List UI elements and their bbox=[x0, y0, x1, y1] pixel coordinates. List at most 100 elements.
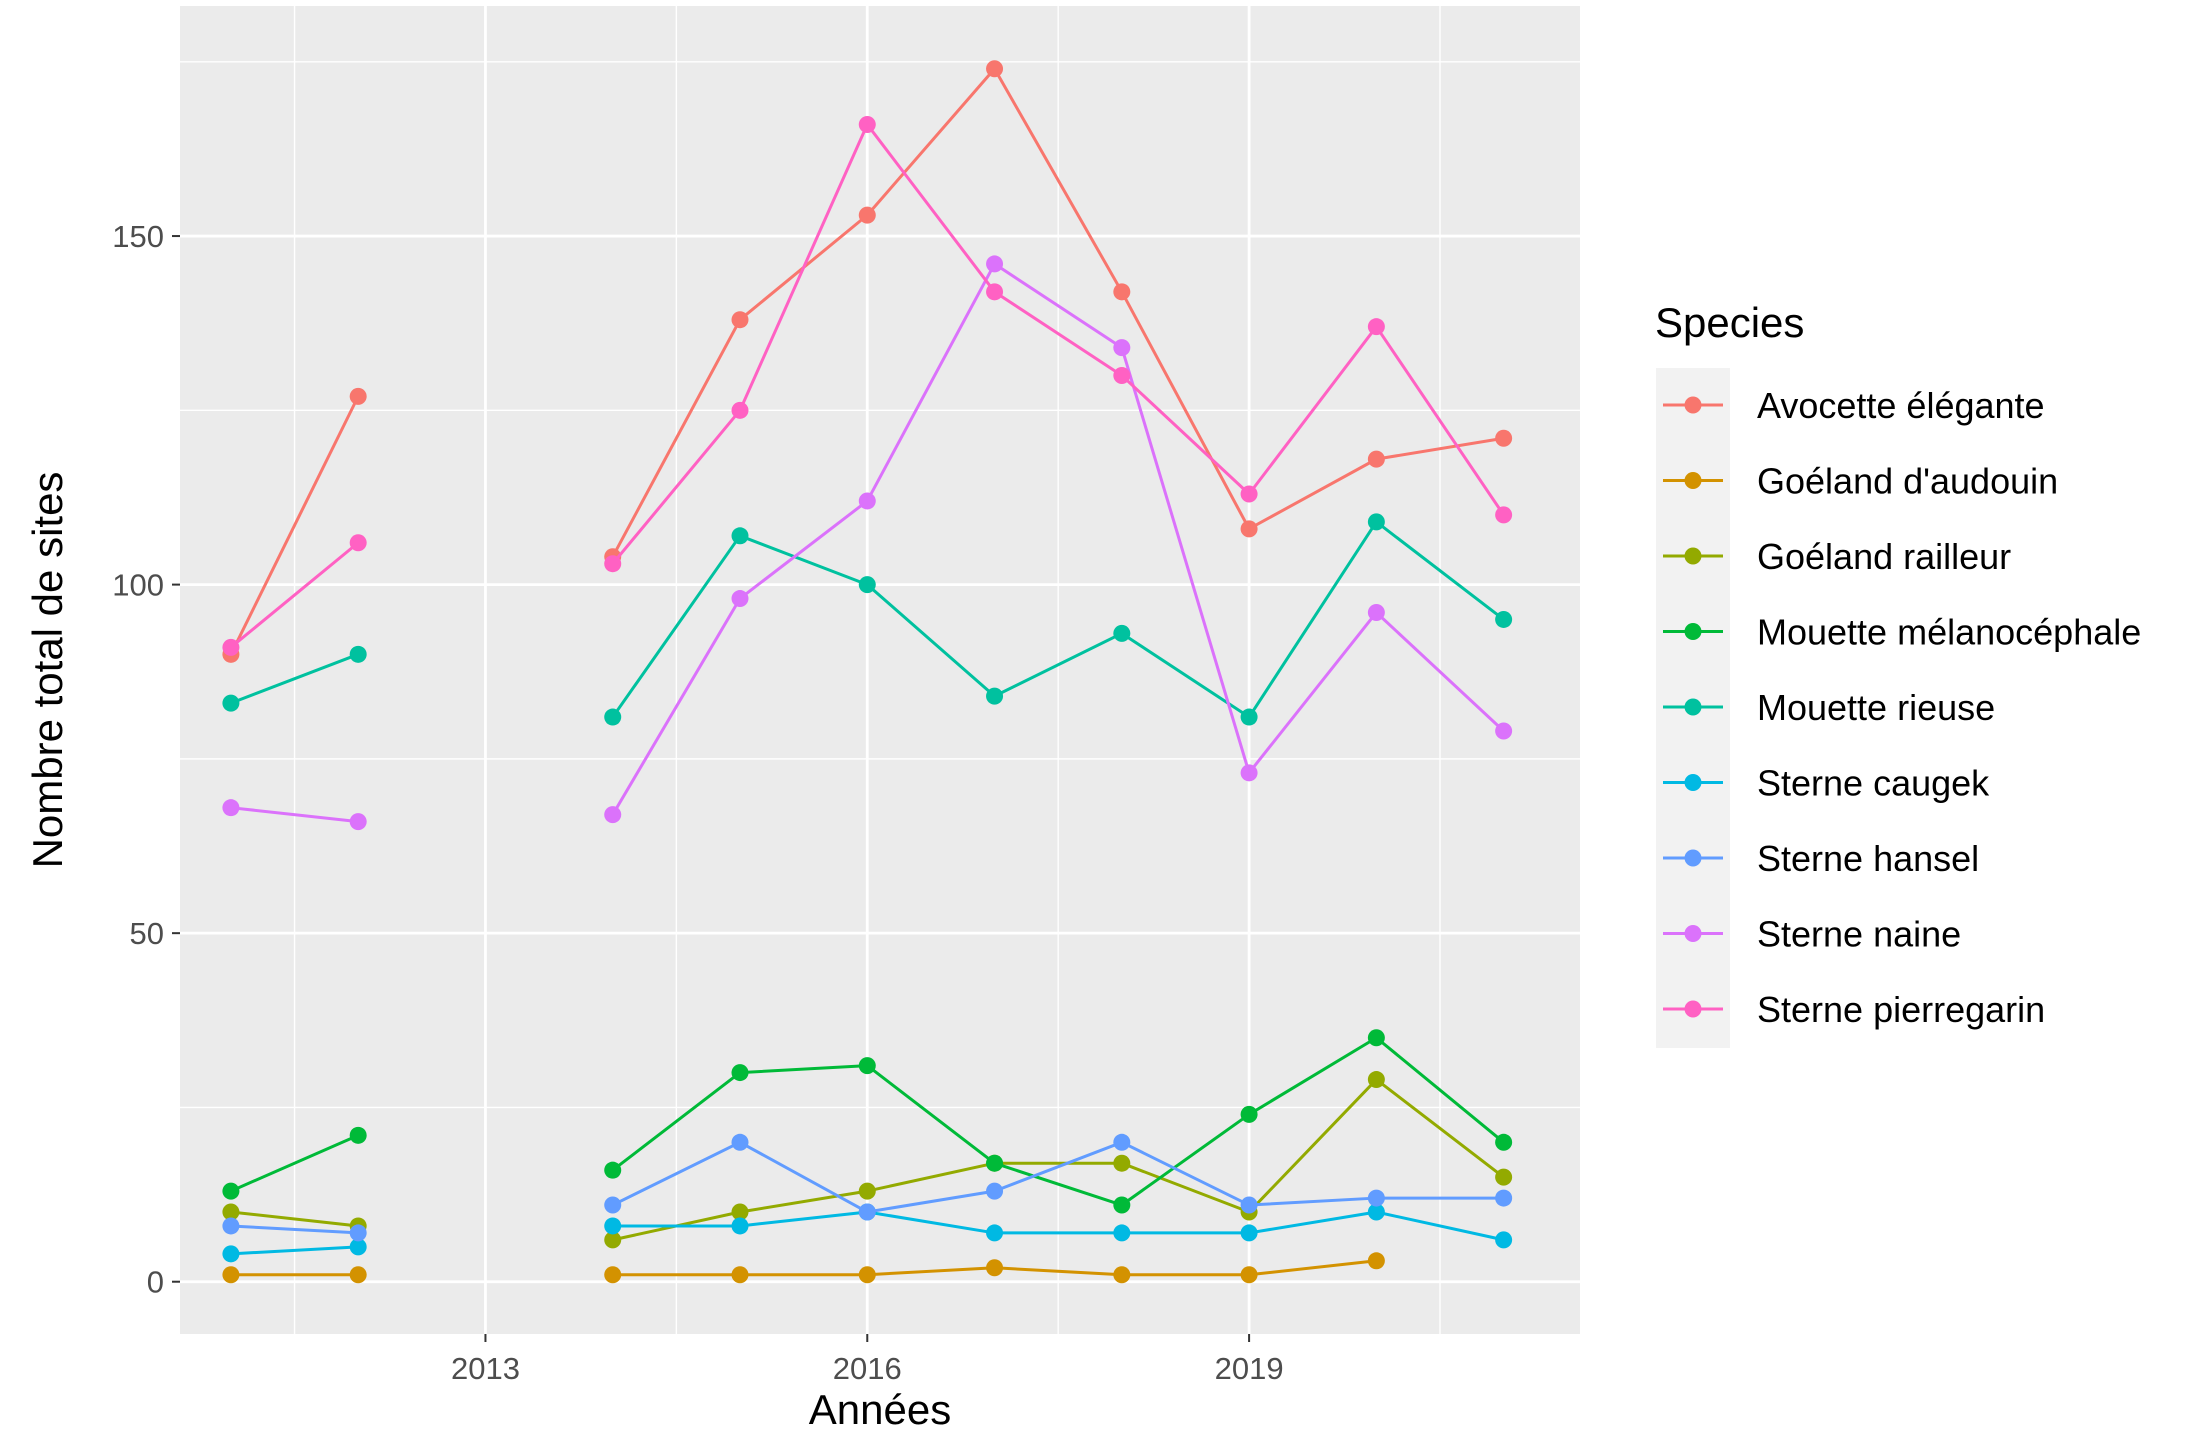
data-point bbox=[1113, 339, 1131, 357]
data-point bbox=[1240, 1105, 1258, 1123]
data-point bbox=[1495, 1189, 1513, 1207]
data-point bbox=[731, 1266, 749, 1284]
data-point bbox=[222, 638, 240, 656]
y-axis-title: Nombre total de sites bbox=[24, 472, 71, 869]
data-point bbox=[604, 1217, 622, 1235]
legend-label: Goéland railleur bbox=[1757, 536, 2011, 577]
data-point bbox=[349, 813, 367, 831]
data-point bbox=[349, 534, 367, 552]
data-point bbox=[986, 1224, 1004, 1242]
legend-key-point bbox=[1684, 547, 1702, 565]
legend-item: Sterne caugek bbox=[1663, 763, 1990, 804]
legend-item: Goéland railleur bbox=[1663, 536, 2011, 577]
data-point bbox=[222, 1203, 240, 1221]
data-point bbox=[858, 206, 876, 224]
legend-label: Mouette mélanocéphale bbox=[1757, 612, 2141, 653]
data-point bbox=[858, 1057, 876, 1075]
data-point bbox=[1113, 624, 1131, 642]
data-point bbox=[858, 1182, 876, 1200]
legend-key-point bbox=[1684, 774, 1702, 791]
data-point bbox=[604, 806, 622, 824]
data-point bbox=[1113, 1133, 1131, 1151]
data-point bbox=[858, 116, 876, 134]
data-point bbox=[1113, 366, 1131, 384]
data-point bbox=[986, 283, 1004, 301]
data-point bbox=[731, 527, 749, 545]
series-line bbox=[222, 1029, 1513, 1214]
data-point bbox=[1240, 520, 1258, 538]
data-point bbox=[1240, 764, 1258, 782]
series-line bbox=[222, 1252, 1385, 1284]
y-tick-label: 100 bbox=[112, 568, 164, 603]
legend-label: Mouette rieuse bbox=[1757, 687, 1995, 728]
legend: Species Avocette élégante Goéland d'audou… bbox=[1655, 299, 2141, 1048]
legend-label: Sterne caugek bbox=[1757, 763, 1990, 804]
series-line bbox=[222, 255, 1513, 831]
data-point bbox=[349, 1224, 367, 1242]
legend-item: Sterne naine bbox=[1663, 914, 1961, 955]
data-point bbox=[349, 1126, 367, 1144]
series-line bbox=[222, 116, 1513, 656]
data-point bbox=[1367, 318, 1385, 336]
legend-key-point bbox=[1684, 472, 1702, 489]
series-segment bbox=[611, 520, 1505, 719]
y-tick-label: 150 bbox=[112, 219, 164, 254]
legend-item: Sterne hansel bbox=[1663, 838, 1979, 879]
data-point bbox=[858, 1266, 876, 1284]
x-axis: 2013 2016 2019 bbox=[451, 1334, 1284, 1386]
data-point bbox=[1495, 429, 1513, 447]
data-point bbox=[1367, 513, 1385, 531]
data-point bbox=[986, 1259, 1004, 1277]
data-point bbox=[1495, 722, 1513, 740]
legend-key-point bbox=[1684, 396, 1702, 414]
data-point bbox=[349, 1266, 367, 1284]
data-point bbox=[1367, 450, 1385, 468]
series-segment bbox=[230, 1224, 359, 1235]
data-point bbox=[1240, 1196, 1258, 1214]
y-tick-label: 50 bbox=[130, 916, 164, 951]
data-point bbox=[1240, 1224, 1258, 1242]
data-point bbox=[731, 1064, 749, 1082]
minor-gridlines bbox=[180, 6, 1580, 1334]
data-point bbox=[731, 590, 749, 608]
x-tick-label: 2016 bbox=[833, 1351, 902, 1386]
data-point bbox=[1495, 1168, 1513, 1186]
data-point bbox=[731, 1217, 749, 1235]
data-point bbox=[731, 1203, 749, 1221]
data-point bbox=[604, 1231, 622, 1249]
data-point bbox=[1113, 1154, 1131, 1172]
legend-key-point bbox=[1684, 849, 1702, 867]
data-point bbox=[1495, 610, 1513, 628]
data-point bbox=[858, 1203, 876, 1221]
series-segment bbox=[612, 1078, 1505, 1242]
series-line bbox=[222, 1203, 1513, 1263]
data-point bbox=[731, 311, 749, 329]
data-point bbox=[986, 1154, 1004, 1172]
data-point bbox=[604, 555, 622, 573]
series-segment bbox=[611, 67, 1504, 558]
data-point bbox=[1367, 603, 1385, 621]
data-point bbox=[1240, 1266, 1258, 1284]
data-point bbox=[222, 1217, 240, 1235]
legend-item: Goéland d'audouin bbox=[1663, 461, 2058, 502]
data-point bbox=[858, 576, 876, 594]
data-point bbox=[349, 1238, 367, 1256]
series-segment bbox=[229, 541, 360, 649]
data-point bbox=[986, 687, 1004, 705]
data-point bbox=[1495, 1133, 1513, 1151]
x-tick-label: 2019 bbox=[1215, 1351, 1284, 1386]
legend-label: Sterne naine bbox=[1757, 914, 1961, 955]
data-point bbox=[604, 1196, 622, 1214]
data-point bbox=[1113, 1196, 1131, 1214]
legend-item: Mouette rieuse bbox=[1663, 687, 1995, 728]
data-point bbox=[222, 799, 240, 817]
data-point bbox=[1495, 1231, 1513, 1249]
legend-label: Goéland d'audouin bbox=[1757, 461, 2058, 502]
data-point bbox=[731, 1133, 749, 1151]
series-segment bbox=[612, 1210, 1504, 1242]
data-point bbox=[222, 694, 240, 712]
series-line bbox=[222, 513, 1513, 726]
data-point bbox=[1113, 1266, 1131, 1284]
data-point bbox=[349, 645, 367, 663]
